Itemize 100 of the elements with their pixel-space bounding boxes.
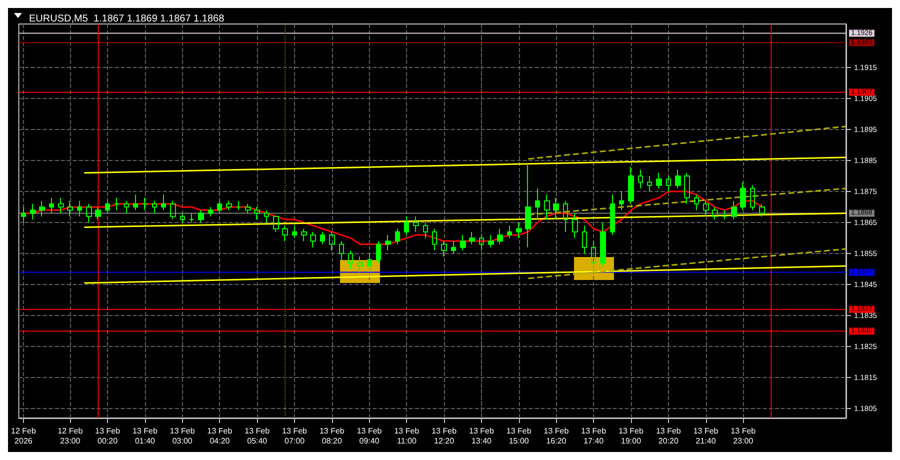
candlestick <box>731 200 737 220</box>
candlestick <box>39 200 45 217</box>
candlestick <box>423 222 428 239</box>
candlestick <box>684 172 690 204</box>
candlestick <box>404 216 409 236</box>
candlestick <box>273 216 279 232</box>
candlestick <box>357 256 363 273</box>
candlestick <box>479 234 484 251</box>
candlestick <box>320 231 325 245</box>
candlestick <box>535 188 540 220</box>
x-tick-label: 13 Feb 15:00 <box>506 426 532 446</box>
x-tick-label: 13 Feb 07:00 <box>282 426 308 446</box>
candlestick <box>217 200 222 214</box>
x-tick-label: 13 Feb 23:00 <box>730 426 756 446</box>
candlestick <box>124 200 129 214</box>
candlestick <box>750 184 755 211</box>
candlestick <box>516 222 522 239</box>
candlestick <box>95 206 101 220</box>
candlestick <box>114 197 120 211</box>
candlestick <box>161 194 166 211</box>
x-tick-label: 13 Feb 11:00 <box>394 426 420 446</box>
candlestick <box>703 200 709 217</box>
candlestick <box>675 169 681 189</box>
candlestick <box>553 197 559 220</box>
candlestick <box>460 234 466 251</box>
x-tick-label: 13 Feb 17:40 <box>581 426 607 446</box>
x-tick-label: 13 Feb 21:40 <box>693 426 719 446</box>
x-tick-label: 13 Feb 09:40 <box>356 426 382 446</box>
candlestick <box>208 206 213 217</box>
candlestick <box>572 212 578 239</box>
candlestick <box>432 228 437 251</box>
candlestick <box>21 206 26 224</box>
candlestick <box>198 210 204 224</box>
candlestick <box>142 197 148 211</box>
candlestick <box>30 203 36 220</box>
x-tick-label: 13 Feb 08:20 <box>319 426 345 446</box>
candlestick <box>544 194 550 220</box>
candlestick <box>441 240 447 258</box>
candlestick <box>600 222 606 266</box>
x-tick-label: 13 Feb 20:20 <box>656 426 682 446</box>
candlestick <box>647 176 652 192</box>
candlestick <box>740 182 746 211</box>
x-tick-label: 13 Feb 19:00 <box>618 426 644 446</box>
candlestick <box>67 200 73 217</box>
candlestick <box>395 228 400 245</box>
x-tick-label: 12 Feb 23:00 <box>58 426 84 446</box>
candlestick <box>694 194 699 211</box>
candlestick <box>226 200 232 211</box>
candlestick <box>591 240 596 270</box>
candlestick <box>666 176 671 192</box>
candlestick <box>488 234 494 248</box>
candlestick <box>282 225 288 242</box>
candlestick <box>292 225 297 239</box>
candlestick <box>77 200 82 217</box>
candlestick <box>610 194 615 236</box>
candlestick <box>170 200 176 220</box>
candlestick <box>339 240 344 260</box>
x-tick-label: 13 Feb 00:20 <box>95 426 121 446</box>
candlestick <box>189 212 194 224</box>
candlestick <box>105 200 110 214</box>
candlestick <box>367 253 372 273</box>
candlestick <box>329 231 335 251</box>
x-tick-label: 13 Feb 03:00 <box>170 426 196 446</box>
x-tick-label: 13 Feb 05:40 <box>244 426 270 446</box>
chart-title: EURUSD,M5 1.1867 1.1869 1.1867 1.1868 <box>29 14 225 24</box>
candlestick <box>236 200 241 211</box>
x-tick-label: 13 Feb 13:40 <box>469 426 494 446</box>
x-tick-label: 13 Feb 04:20 <box>207 426 233 446</box>
candlestick <box>385 234 391 251</box>
x-tick-label: 13 Feb 01:40 <box>132 426 158 446</box>
candlestick <box>722 210 727 220</box>
candlestick <box>628 166 634 204</box>
candlestick <box>507 225 512 239</box>
candlestick <box>86 203 92 224</box>
candlestick <box>245 203 251 214</box>
candlestick <box>301 228 307 242</box>
x-tick-label: 12 Feb 2026 <box>11 426 36 446</box>
candlestick <box>180 212 185 224</box>
candlestick <box>656 172 662 189</box>
candlestick <box>348 250 353 270</box>
candlestick <box>376 240 381 264</box>
candlestick <box>469 231 475 245</box>
candlestick <box>254 206 260 220</box>
candlestick <box>264 210 269 224</box>
candlestick <box>413 216 419 232</box>
candlestick <box>525 163 531 248</box>
candlestick <box>497 228 503 245</box>
candlestick <box>58 197 64 214</box>
candlestick <box>638 169 643 189</box>
candlestick <box>451 240 456 254</box>
x-tick-label: 13 Feb 12:20 <box>432 426 458 446</box>
candlestick <box>49 197 54 214</box>
candlestick <box>712 206 718 220</box>
candlestick <box>310 231 316 248</box>
candlestick <box>619 191 624 211</box>
candlestick <box>582 225 587 254</box>
candlestick <box>563 200 568 232</box>
candlestick <box>759 203 765 217</box>
candlestick <box>133 194 138 211</box>
x-tick-label: 13 Feb 16:20 <box>544 426 570 446</box>
